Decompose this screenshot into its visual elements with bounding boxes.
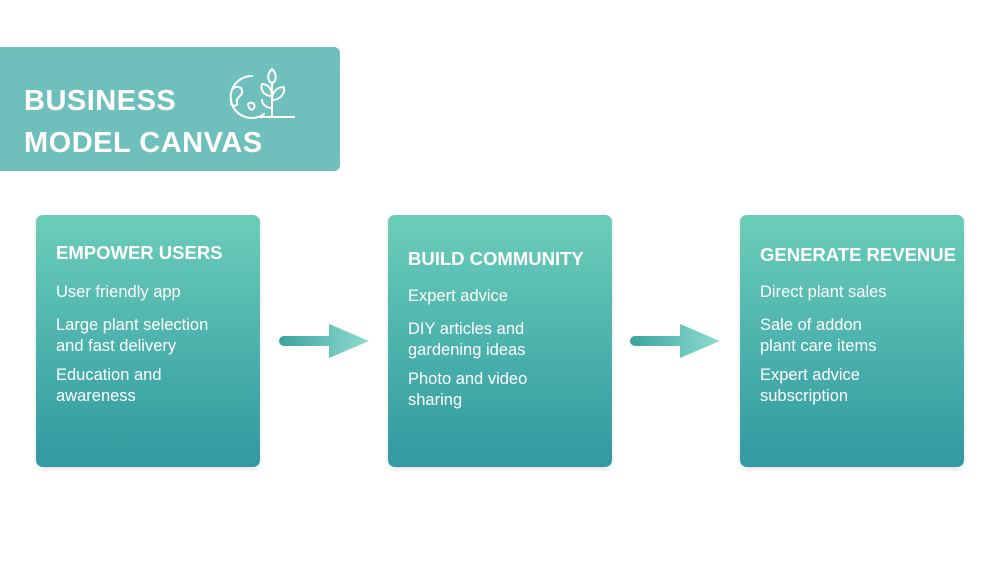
list-item: Sale of addon plant care items [760, 316, 877, 355]
card-title: BUILD COMMUNITY [408, 248, 584, 269]
list-item: User friendly app [56, 283, 181, 301]
card-title: EMPOWER USERS [56, 242, 223, 263]
list-item: Expert advice [408, 287, 508, 305]
card-items: Direct plant sales Sale of addon plant c… [760, 282, 954, 415]
list-item: DIY articles and gardening ideas [408, 320, 526, 359]
title-line-1: BUSINESS [24, 85, 177, 117]
right-arrow-icon [279, 324, 369, 358]
globe-plant-icon [229, 68, 295, 119]
card-generate-revenue: GENERATE REVENUE Direct plant sales Sale… [740, 215, 964, 467]
list-item: Large plant selection and fast delivery [56, 316, 209, 355]
title-line-2: MODEL CANVAS [24, 127, 263, 159]
title-banner [0, 47, 340, 171]
list-item: Education and awareness [56, 366, 162, 405]
card-title: GENERATE REVENUE [760, 244, 956, 265]
card-build-community: BUILD COMMUNITY Expert advice DIY articl… [388, 215, 612, 467]
card-items: User friendly app Large plant selection … [56, 282, 250, 415]
card-empower-users: EMPOWER USERS User friendly app Large pl… [36, 215, 260, 467]
list-item: Photo and video sharing [408, 370, 528, 409]
card-items: Expert advice DIY articles and gardening… [408, 286, 602, 419]
right-arrow-icon [630, 324, 720, 358]
page-title: BUSINESS MODEL CANVAS [24, 80, 263, 164]
list-item: Direct plant sales [760, 283, 887, 301]
list-item: Expert advice subscription [760, 366, 860, 405]
